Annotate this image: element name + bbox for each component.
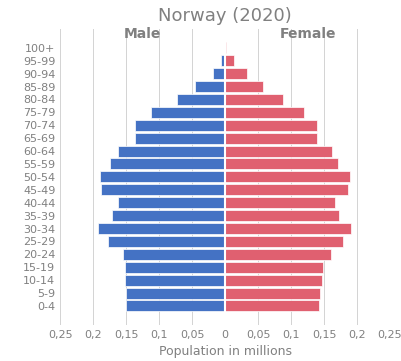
Title: Norway (2020): Norway (2020) — [158, 6, 291, 25]
Bar — [212, 68, 225, 79]
Bar — [225, 210, 338, 221]
Bar — [123, 249, 225, 260]
Bar — [225, 197, 334, 208]
Bar — [97, 223, 225, 234]
Bar — [225, 158, 337, 169]
Text: Female: Female — [279, 27, 335, 42]
Bar — [225, 288, 319, 299]
Bar — [225, 107, 304, 118]
Bar — [117, 197, 225, 208]
Bar — [225, 133, 317, 144]
Bar — [225, 94, 282, 105]
Bar — [225, 262, 322, 273]
Bar — [118, 145, 225, 157]
Bar — [225, 249, 330, 260]
Bar — [110, 158, 225, 169]
Bar — [225, 223, 350, 234]
Bar — [220, 55, 225, 66]
Bar — [225, 184, 348, 195]
Bar — [225, 68, 246, 79]
Bar — [111, 210, 225, 221]
Bar — [224, 42, 225, 53]
Bar — [151, 107, 225, 118]
Bar — [125, 288, 225, 299]
Bar — [225, 300, 319, 312]
Bar — [225, 42, 226, 53]
Bar — [135, 120, 225, 131]
Bar — [99, 171, 225, 182]
Bar — [225, 275, 321, 286]
Bar — [125, 262, 225, 273]
Bar — [125, 275, 225, 286]
Bar — [108, 236, 225, 247]
Bar — [225, 55, 233, 66]
Bar — [194, 81, 225, 92]
Bar — [225, 81, 263, 92]
Bar — [134, 133, 225, 144]
Bar — [101, 184, 225, 195]
X-axis label: Population in millions: Population in millions — [158, 345, 291, 358]
Bar — [225, 171, 349, 182]
Bar — [225, 120, 316, 131]
Bar — [126, 300, 225, 312]
Bar — [225, 236, 342, 247]
Bar — [176, 94, 225, 105]
Text: Male: Male — [124, 27, 161, 42]
Bar — [225, 145, 331, 157]
